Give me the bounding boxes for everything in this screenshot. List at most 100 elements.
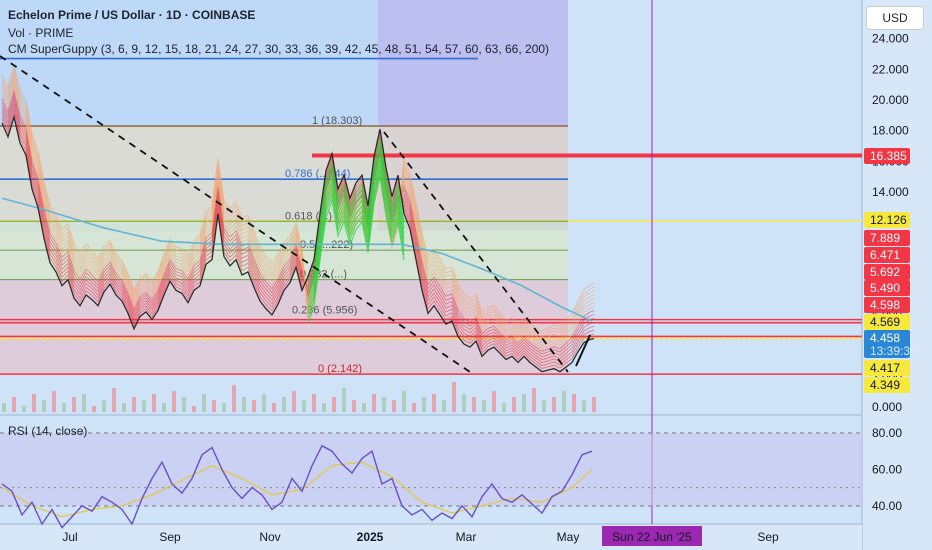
volume-bar <box>182 397 186 412</box>
ribbon-bull-line <box>307 148 405 297</box>
volume-bar <box>422 397 426 412</box>
volume-bar <box>482 400 486 412</box>
time-tick-label: Sep <box>757 530 779 544</box>
volume-bar <box>162 403 166 412</box>
volume-bar <box>12 397 16 412</box>
price-badge-countdown: 13:39:38 <box>870 344 917 358</box>
volume-bar <box>2 403 6 412</box>
ribbon-line <box>1 63 595 332</box>
symbol-title[interactable]: Echelon Prime / US Dollar · 1D · COINBAS… <box>8 8 256 22</box>
downtrend-line <box>383 131 569 373</box>
price-tick-label: 22.000 <box>872 62 909 76</box>
date-marker-badge <box>602 526 702 546</box>
ribbon-line <box>1 85 595 349</box>
downtrend-line <box>0 55 471 373</box>
date-marker-label: Sun 22 Jun '25 <box>612 530 692 544</box>
volume-bar <box>172 391 176 412</box>
price-badge <box>864 230 910 246</box>
price-tick-label: 20.000 <box>872 93 909 107</box>
volume-bar <box>72 397 76 412</box>
price-badge <box>864 247 910 263</box>
volume-bar <box>82 394 86 412</box>
volume-bar <box>132 397 136 412</box>
volume-bar <box>382 397 386 412</box>
volume-bar <box>342 388 346 412</box>
volume-bar <box>192 406 196 412</box>
time-tick-label: May <box>557 530 580 544</box>
price-badge-value: 4.458 <box>870 331 900 345</box>
volume-bar <box>272 403 276 412</box>
time-tick-label: Nov <box>259 530 280 544</box>
rsi-band-fill <box>0 433 862 506</box>
ribbon-bull-line <box>307 138 405 286</box>
breakout-arrow <box>575 334 591 367</box>
volume-bar <box>122 403 126 412</box>
price-badge-value: 12.126 <box>870 213 907 227</box>
currency-button[interactable]: USD <box>866 6 924 30</box>
time-tick-label: Mar <box>456 530 477 544</box>
volume-bar <box>402 391 406 412</box>
volume-bar <box>202 394 206 412</box>
volume-bar <box>412 403 416 412</box>
price-badge <box>864 314 910 330</box>
rsi-tick-label: 60.00 <box>872 462 902 476</box>
volume-bar <box>252 400 256 412</box>
price-tick-label: 24.000 <box>872 32 909 46</box>
ma200-line <box>1 197 593 322</box>
volume-bar <box>572 394 576 412</box>
rsi-tick-label: 40.00 <box>872 499 902 513</box>
volume-bar <box>212 400 216 412</box>
volume-bars <box>2 382 596 412</box>
ribbon-line <box>1 96 595 358</box>
time-axis <box>0 524 862 550</box>
volume-bar <box>32 394 36 412</box>
volume-bar <box>42 400 46 412</box>
fib-label: 0.236 (5.956) <box>292 305 357 317</box>
fib-label: 0.5 (...222) <box>300 239 353 251</box>
volume-bar <box>282 397 286 412</box>
price-badge <box>864 148 910 164</box>
ribbon-line <box>1 99 595 361</box>
ribbon-line <box>1 78 595 344</box>
ribbon-line <box>1 92 595 355</box>
fib-label: 0 (2.142) <box>318 363 362 375</box>
volume-bar <box>292 391 296 412</box>
price-badge-value: 5.490 <box>870 281 900 295</box>
volume-bar <box>22 406 26 412</box>
rsi-tick-label: 80.00 <box>872 426 902 440</box>
volume-bar <box>52 391 56 412</box>
volume-bar <box>392 400 396 412</box>
price-badge-value: 7.889 <box>870 231 900 245</box>
ribbon-bull-line <box>307 165 405 313</box>
fib-label: 0.786 (...844) <box>285 168 350 180</box>
volume-bar <box>102 400 106 412</box>
volume-bar <box>152 394 156 412</box>
fib-zone-upper <box>0 126 568 222</box>
price-badge <box>864 264 910 280</box>
volume-bar <box>142 400 146 412</box>
ribbon-bull-line <box>307 175 405 324</box>
volume-bar <box>362 403 366 412</box>
volume-bar <box>242 397 246 412</box>
volume-bar <box>312 394 316 412</box>
volume-bar <box>112 388 116 412</box>
price-badge-value: 4.598 <box>870 298 900 312</box>
ribbon-line <box>1 88 595 352</box>
ribbon-line <box>1 70 595 338</box>
price-badge <box>864 330 910 358</box>
ribbon-line <box>1 103 595 364</box>
price-line <box>1 114 595 373</box>
price-badge-value: 4.417 <box>870 361 900 375</box>
rsi-indicator-label[interactable]: RSI (14, close) <box>8 424 88 438</box>
price-badge <box>864 212 910 228</box>
time-tick-label: Jul <box>62 530 77 544</box>
price-badge-value: 4.569 <box>870 315 900 329</box>
ribbon-line <box>1 107 595 367</box>
superguppy-indicator-label[interactable]: CM SuperGuppy (3, 6, 9, 12, 15, 18, 21, … <box>8 42 550 56</box>
ribbon-line <box>1 81 595 347</box>
price-badge <box>864 377 910 393</box>
volume-indicator-label[interactable]: Vol · PRIME <box>8 26 74 40</box>
volume-bar <box>582 400 586 412</box>
